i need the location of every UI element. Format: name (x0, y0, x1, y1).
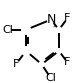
Text: Cl: Cl (2, 25, 13, 35)
Text: F: F (64, 13, 71, 23)
Text: N: N (46, 13, 56, 26)
Text: F: F (64, 57, 71, 67)
Text: Cl: Cl (45, 73, 56, 83)
Text: F: F (13, 59, 20, 69)
